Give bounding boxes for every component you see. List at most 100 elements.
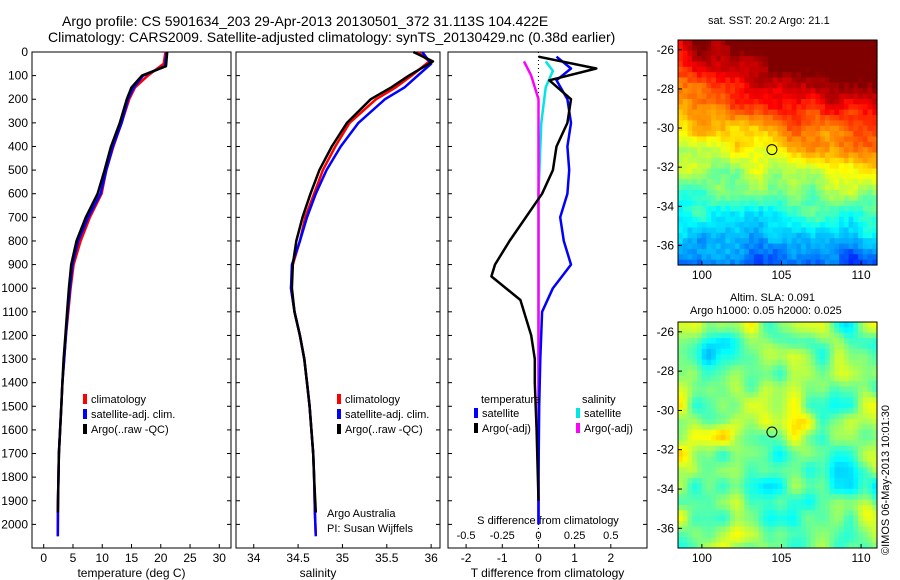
map-cell — [862, 343, 869, 350]
map-cell — [753, 195, 760, 202]
map-cell — [744, 125, 750, 132]
map-cell — [687, 45, 693, 52]
map-cell — [706, 227, 712, 234]
map-cell — [682, 375, 689, 382]
sla-map-title-2: Argo h1000: 0.05 h2000: 0.025 — [690, 305, 842, 317]
map-cell — [715, 504, 722, 511]
map-cell — [720, 232, 726, 239]
map-cell — [720, 61, 726, 68]
map-cell — [848, 386, 854, 393]
map-cell — [820, 408, 826, 415]
map-cell — [711, 222, 717, 229]
map-cell — [786, 45, 793, 52]
map-cell — [730, 232, 736, 239]
map-cell — [768, 402, 774, 409]
map-cell — [805, 173, 812, 180]
map-cell — [711, 243, 717, 250]
map-cell — [734, 131, 741, 138]
map-cell — [749, 125, 755, 132]
map-cell — [758, 451, 764, 458]
map-cell — [682, 359, 689, 366]
map-cell — [829, 343, 835, 350]
map-cell — [796, 131, 802, 138]
map-cell — [824, 375, 831, 382]
map-cell — [872, 152, 878, 159]
map-cell — [848, 115, 854, 121]
map-cell — [777, 88, 783, 95]
map-cell — [720, 322, 726, 328]
map-cell — [843, 50, 850, 57]
map-cell — [853, 195, 859, 202]
map-cell — [768, 98, 774, 105]
map-cell — [791, 467, 798, 474]
map-cell — [706, 375, 712, 382]
map-cell — [824, 109, 831, 116]
map-cell — [815, 131, 821, 138]
map-cell — [801, 537, 807, 544]
map-cell — [791, 354, 798, 361]
map-cell — [696, 418, 703, 425]
map-cell — [862, 200, 869, 207]
map-cell — [791, 413, 798, 420]
map-cell — [768, 147, 774, 154]
map-cell — [820, 515, 826, 522]
map-cell — [872, 504, 878, 511]
map-cell — [829, 50, 835, 57]
map-cell — [678, 418, 684, 425]
map-cell — [734, 211, 741, 218]
map-cell — [791, 542, 798, 549]
map-cell — [692, 354, 698, 361]
map-cell — [815, 168, 821, 175]
map-cell — [715, 184, 722, 191]
map-cell — [853, 66, 859, 73]
map-cell — [824, 232, 831, 239]
map-cell — [858, 327, 864, 334]
temperature-legend-label: Argo(..raw -QC) — [91, 424, 169, 436]
map-cell — [758, 200, 764, 207]
map-cell — [720, 56, 726, 63]
map-cell — [839, 248, 845, 255]
map-cell — [768, 125, 774, 132]
map-cell — [772, 456, 779, 463]
map-cell — [786, 77, 793, 84]
map-cell — [872, 359, 878, 366]
map-cell — [796, 254, 802, 261]
map-cell — [682, 98, 689, 105]
map-cell — [829, 147, 835, 154]
map-cell — [834, 56, 840, 63]
map-cell — [682, 232, 689, 239]
panel-frame — [447, 51, 648, 549]
map-cell — [753, 424, 760, 431]
map-cell — [720, 418, 726, 425]
sla-map-xtick: 110 — [852, 551, 871, 565]
map-cell — [706, 190, 712, 196]
map-cell — [820, 418, 826, 425]
map-cell — [744, 386, 750, 393]
map-cell — [687, 40, 693, 46]
map-cell — [763, 248, 769, 255]
map-cell — [805, 72, 812, 79]
map-cell — [810, 365, 817, 372]
map-cell — [829, 391, 835, 398]
map-cell — [867, 211, 873, 218]
map-cell — [791, 216, 798, 223]
map-cell — [678, 211, 684, 218]
map-cell — [843, 77, 850, 84]
map-cell — [749, 254, 755, 261]
map-cell — [801, 429, 807, 436]
map-cell — [701, 173, 708, 180]
map-cell — [678, 408, 684, 415]
map-cell — [843, 510, 850, 517]
map-cell — [805, 456, 812, 463]
map-cell — [687, 338, 693, 345]
map-cell — [805, 521, 812, 528]
map-cell — [834, 435, 840, 441]
map-cell — [768, 173, 774, 180]
depth-tick-label: 100 — [8, 69, 28, 83]
map-cell — [829, 125, 835, 132]
map-cell — [768, 168, 774, 175]
map-cell — [758, 136, 764, 143]
map-cell — [820, 179, 826, 186]
map-cell — [682, 243, 689, 250]
map-cell — [791, 472, 798, 479]
